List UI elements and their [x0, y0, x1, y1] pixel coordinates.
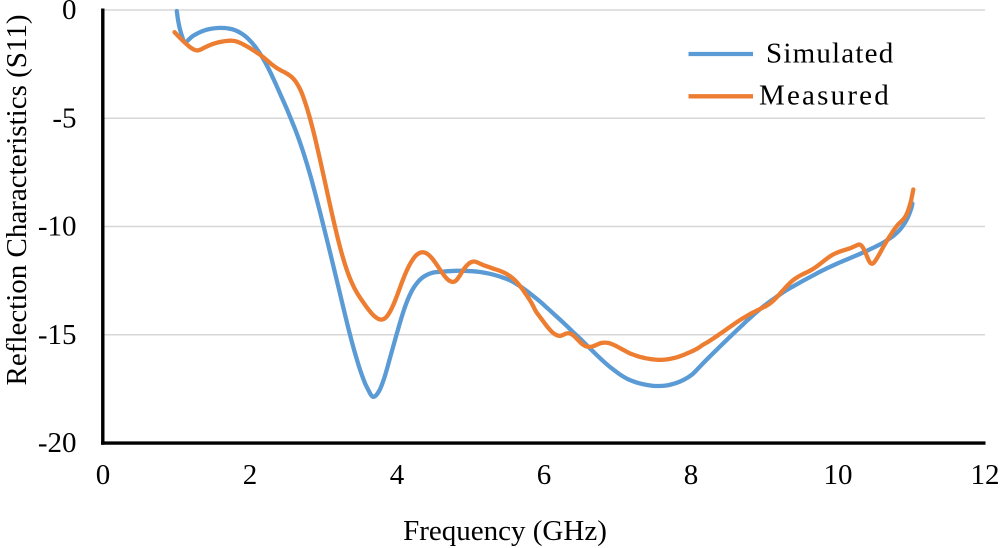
- svg-text:Measured: Measured: [759, 80, 891, 112]
- svg-text:10: 10: [824, 459, 853, 491]
- svg-text:6: 6: [537, 459, 552, 491]
- svg-text:-10: -10: [38, 211, 77, 243]
- svg-text:2: 2: [243, 459, 258, 491]
- svg-text:0: 0: [96, 459, 111, 491]
- svg-text:8: 8: [684, 459, 699, 491]
- svg-text:Reflection Characteristics (S1: Reflection Characteristics (S11): [1, 15, 33, 386]
- svg-text:-15: -15: [38, 319, 77, 351]
- svg-text:Frequency (GHz): Frequency (GHz): [403, 515, 607, 547]
- svg-text:0: 0: [62, 0, 77, 26]
- svg-text:-20: -20: [38, 427, 77, 459]
- svg-text:12: 12: [971, 459, 1000, 491]
- svg-text:4: 4: [390, 459, 405, 491]
- svg-text:-5: -5: [52, 102, 76, 134]
- svg-text:Simulated: Simulated: [766, 38, 894, 70]
